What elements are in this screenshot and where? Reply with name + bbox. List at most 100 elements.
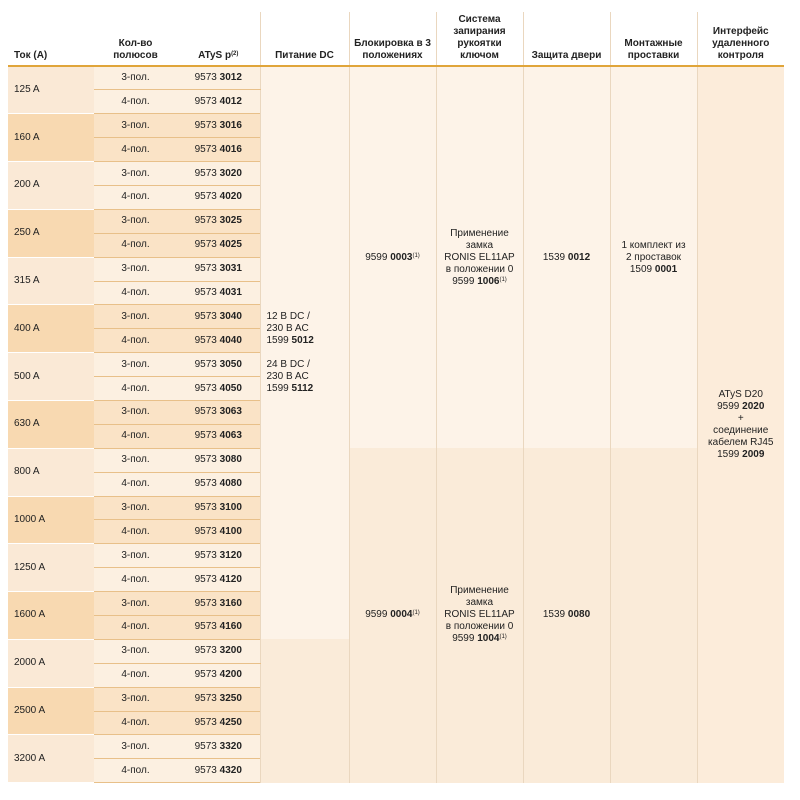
header-atys-footnote: (2): [231, 51, 239, 57]
header-dc-power: Питание DC: [259, 12, 349, 67]
pole-count: 4-пол.: [94, 424, 177, 449]
current-rating: 2500 A: [8, 687, 94, 736]
key-lock-line: RONIS EL11AP: [444, 609, 515, 621]
pole-count: 4-пол.: [94, 376, 177, 401]
atys-code: 9573 3160: [177, 591, 260, 616]
atys-code: 9573 3063: [177, 400, 260, 425]
spacers-lower: [609, 448, 697, 783]
pole-count: 4-пол.: [94, 89, 177, 115]
door-code-lower: 1539 0080: [528, 609, 606, 621]
atys-code: 9573 4100: [177, 519, 260, 545]
atys-code-suffix: 4025: [219, 239, 242, 251]
atys-code-suffix: 3200: [219, 645, 242, 657]
key-lock-code-lower-footnote: (1): [499, 634, 507, 641]
header-poles: Кол-во полюсов: [94, 12, 177, 67]
atys-code-prefix: 9573: [194, 525, 220, 537]
table-row: 125 A 3-пол. 9573 3012 12 B DC /230 B AC 159…: [8, 66, 784, 783]
interlock-code-lower-prefix: 9599: [365, 609, 391, 621]
interlock-code-lower-footnote: (1): [412, 610, 420, 617]
pole-count: 3-пол.: [94, 496, 177, 521]
current-rating: 500 A: [8, 352, 94, 401]
key-lock-code-upper-prefix: 9599: [452, 275, 478, 287]
pole-count: 4-пол.: [94, 328, 177, 354]
header-current: Ток (A): [8, 12, 94, 67]
atys-code-prefix: 9573: [194, 454, 220, 466]
atys-code: 9573 3020: [177, 161, 260, 186]
current-rating: 1000 A: [8, 496, 94, 545]
pole-count: 3-пол.: [94, 161, 177, 186]
table-row: 4-пол. 9573 4063: [8, 424, 784, 449]
pole-count: 3-пол.: [94, 257, 177, 282]
atys-code-suffix: 4100: [219, 525, 242, 537]
table-row: 200 A 3-пол. 9573 3020: [8, 161, 784, 210]
atys-code-prefix: 9573: [194, 358, 220, 370]
atys-code: 9573 4020: [177, 185, 260, 210]
atys-code-prefix: 9573: [194, 334, 220, 346]
atys-code: 9573 4016: [177, 137, 260, 163]
header-interlock: Блокировка в 3 положениях: [348, 12, 436, 67]
atys-code-prefix: 9573: [194, 764, 220, 776]
remote-control-cell: ATyS D20 9599 2020 + соединение кабелем RJ45…: [696, 66, 784, 783]
key-lock-upper: Применение замка RONIS EL11AP в положении 0…: [435, 66, 523, 449]
atys-code-suffix: 3025: [219, 215, 242, 227]
current-rating: 630 A: [8, 400, 94, 449]
remote-code-rj45-suffix: 2009: [742, 448, 765, 460]
pole-count: 4-пол.: [94, 185, 177, 210]
atys-code-prefix: 9573: [194, 501, 220, 513]
pole-count: 4-пол.: [94, 281, 177, 306]
table-row: 4-пол. 9573 4250: [8, 711, 784, 736]
atys-code-suffix: 4120: [219, 573, 242, 585]
pole-count: 4-пол.: [94, 663, 177, 688]
table-row: 4-пол. 9573 4012: [8, 89, 784, 115]
spacers-code-suffix: 0001: [654, 263, 678, 275]
atys-code-prefix: 9573: [194, 430, 220, 442]
atys-code-prefix: 9573: [194, 693, 220, 705]
key-lock-line: Применение: [450, 585, 509, 597]
atys-code-suffix: 3250: [219, 693, 242, 705]
door-code-lower-suffix: 0080: [567, 609, 591, 621]
atys-code: 9573 3200: [177, 639, 260, 664]
atys-code: 9573 4050: [177, 376, 260, 401]
current-rating: 1250 A: [8, 543, 94, 593]
current-rating: 160 A: [8, 113, 94, 163]
table-row: 315 A 3-пол. 9573 3031: [8, 257, 784, 306]
atys-code: 9573 4031: [177, 281, 260, 306]
interlock-code-lower-suffix: 0004: [390, 609, 413, 621]
key-lock-code-lower-prefix: 9599: [452, 633, 478, 645]
atys-code: 9573 4080: [177, 472, 260, 497]
atys-code: 9573 3100: [177, 496, 260, 521]
key-lock-line: в положении 0: [445, 263, 514, 275]
atys-code-prefix: 9573: [194, 263, 220, 275]
pole-count: 4-пол.: [94, 233, 177, 258]
atys-code: 9573 3012: [177, 66, 260, 91]
pole-count: 3-пол.: [94, 734, 177, 760]
atys-code: 9573 3250: [177, 687, 260, 712]
pole-count: 4-пол.: [94, 711, 177, 736]
atys-code-suffix: 4250: [219, 716, 242, 728]
atys-code-prefix: 9573: [194, 95, 220, 107]
atys-code: 9573 4040: [177, 328, 260, 354]
atys-code: 9573 4120: [177, 567, 260, 593]
atys-code-suffix: 4031: [219, 286, 242, 298]
atys-code-suffix: 3320: [219, 740, 242, 752]
atys-code: 9573 4320: [177, 758, 260, 784]
table-row: 4-пол. 9573 4020: [8, 185, 784, 210]
table-row: 2500 A 3-пол. 9573 3250: [8, 687, 784, 736]
header-key-lock: Система запирания рукоятки ключом: [435, 12, 523, 67]
spacers-line: 2 проставок: [625, 251, 682, 263]
atys-code-suffix: 3063: [219, 406, 242, 418]
key-lock-code-upper-footnote: (1): [499, 276, 507, 283]
atys-code-suffix: 3120: [219, 549, 242, 561]
atys-code-prefix: 9573: [194, 740, 220, 752]
door-code-lower-prefix: 1539: [542, 609, 568, 621]
atys-code: 9573 4250: [177, 711, 260, 736]
pole-count: 3-пол.: [94, 591, 177, 616]
door-lower: 1539 0080: [522, 448, 610, 783]
table-row: 4-пол. 9573 4016: [8, 137, 784, 163]
atys-code-prefix: 9573: [194, 669, 220, 681]
atys-code-prefix: 9573: [194, 621, 220, 633]
atys-code-suffix: 3020: [219, 167, 242, 179]
table-row: 1250 A 3-пол. 9573 3120: [8, 543, 784, 593]
pole-count: 4-пол.: [94, 137, 177, 163]
interlock-code-upper-prefix: 9599: [365, 251, 391, 263]
